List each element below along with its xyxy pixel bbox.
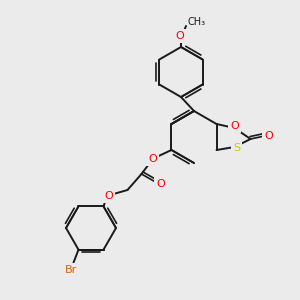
Text: O: O [230,121,239,131]
Text: CH₃: CH₃ [188,17,206,27]
Text: Br: Br [65,265,78,275]
Text: O: O [176,31,184,41]
Text: O: O [148,154,157,164]
Text: O: O [264,131,273,141]
Text: S: S [233,143,240,153]
Text: O: O [156,179,165,189]
Text: O: O [104,191,113,201]
